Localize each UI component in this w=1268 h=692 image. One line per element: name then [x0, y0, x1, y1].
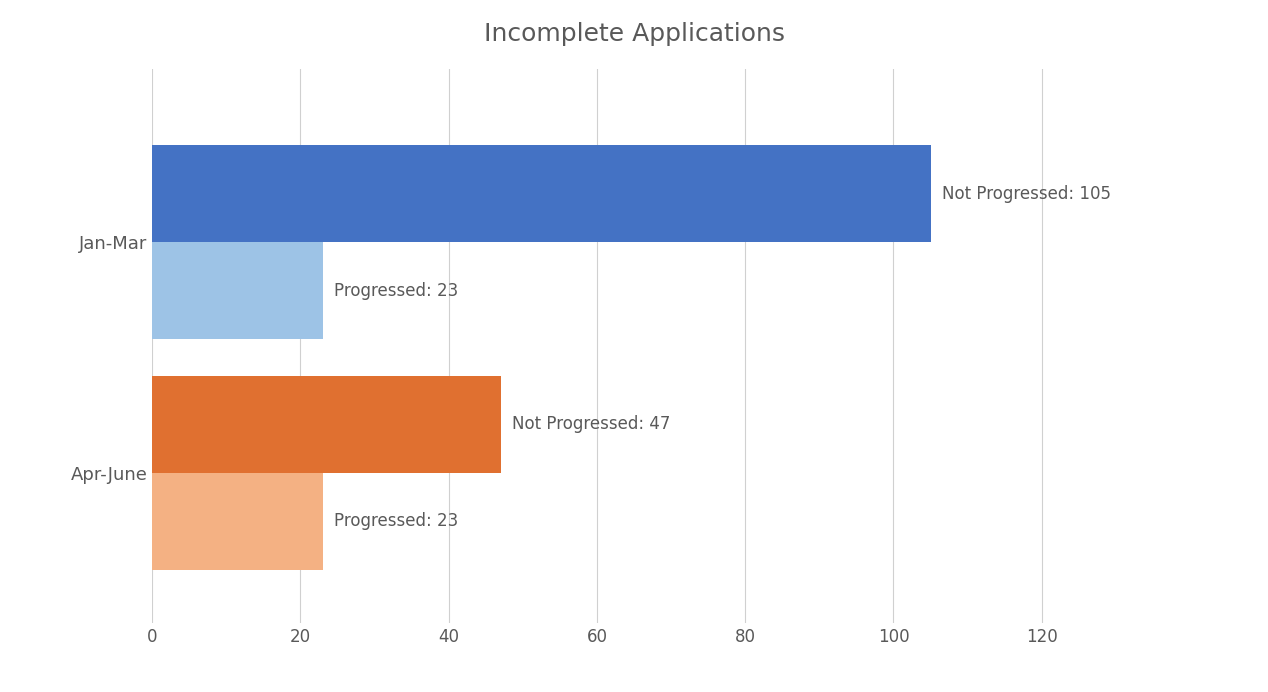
Text: Not Progressed: 105: Not Progressed: 105 — [942, 185, 1111, 203]
Bar — [152, 145, 931, 242]
Bar — [152, 242, 322, 339]
Text: Progressed: 23: Progressed: 23 — [333, 282, 458, 300]
Bar — [152, 473, 322, 570]
Bar — [152, 376, 501, 473]
Text: Progressed: 23: Progressed: 23 — [333, 512, 458, 530]
Title: Incomplete Applications: Incomplete Applications — [483, 22, 785, 46]
Text: Not Progressed: 47: Not Progressed: 47 — [512, 415, 670, 433]
